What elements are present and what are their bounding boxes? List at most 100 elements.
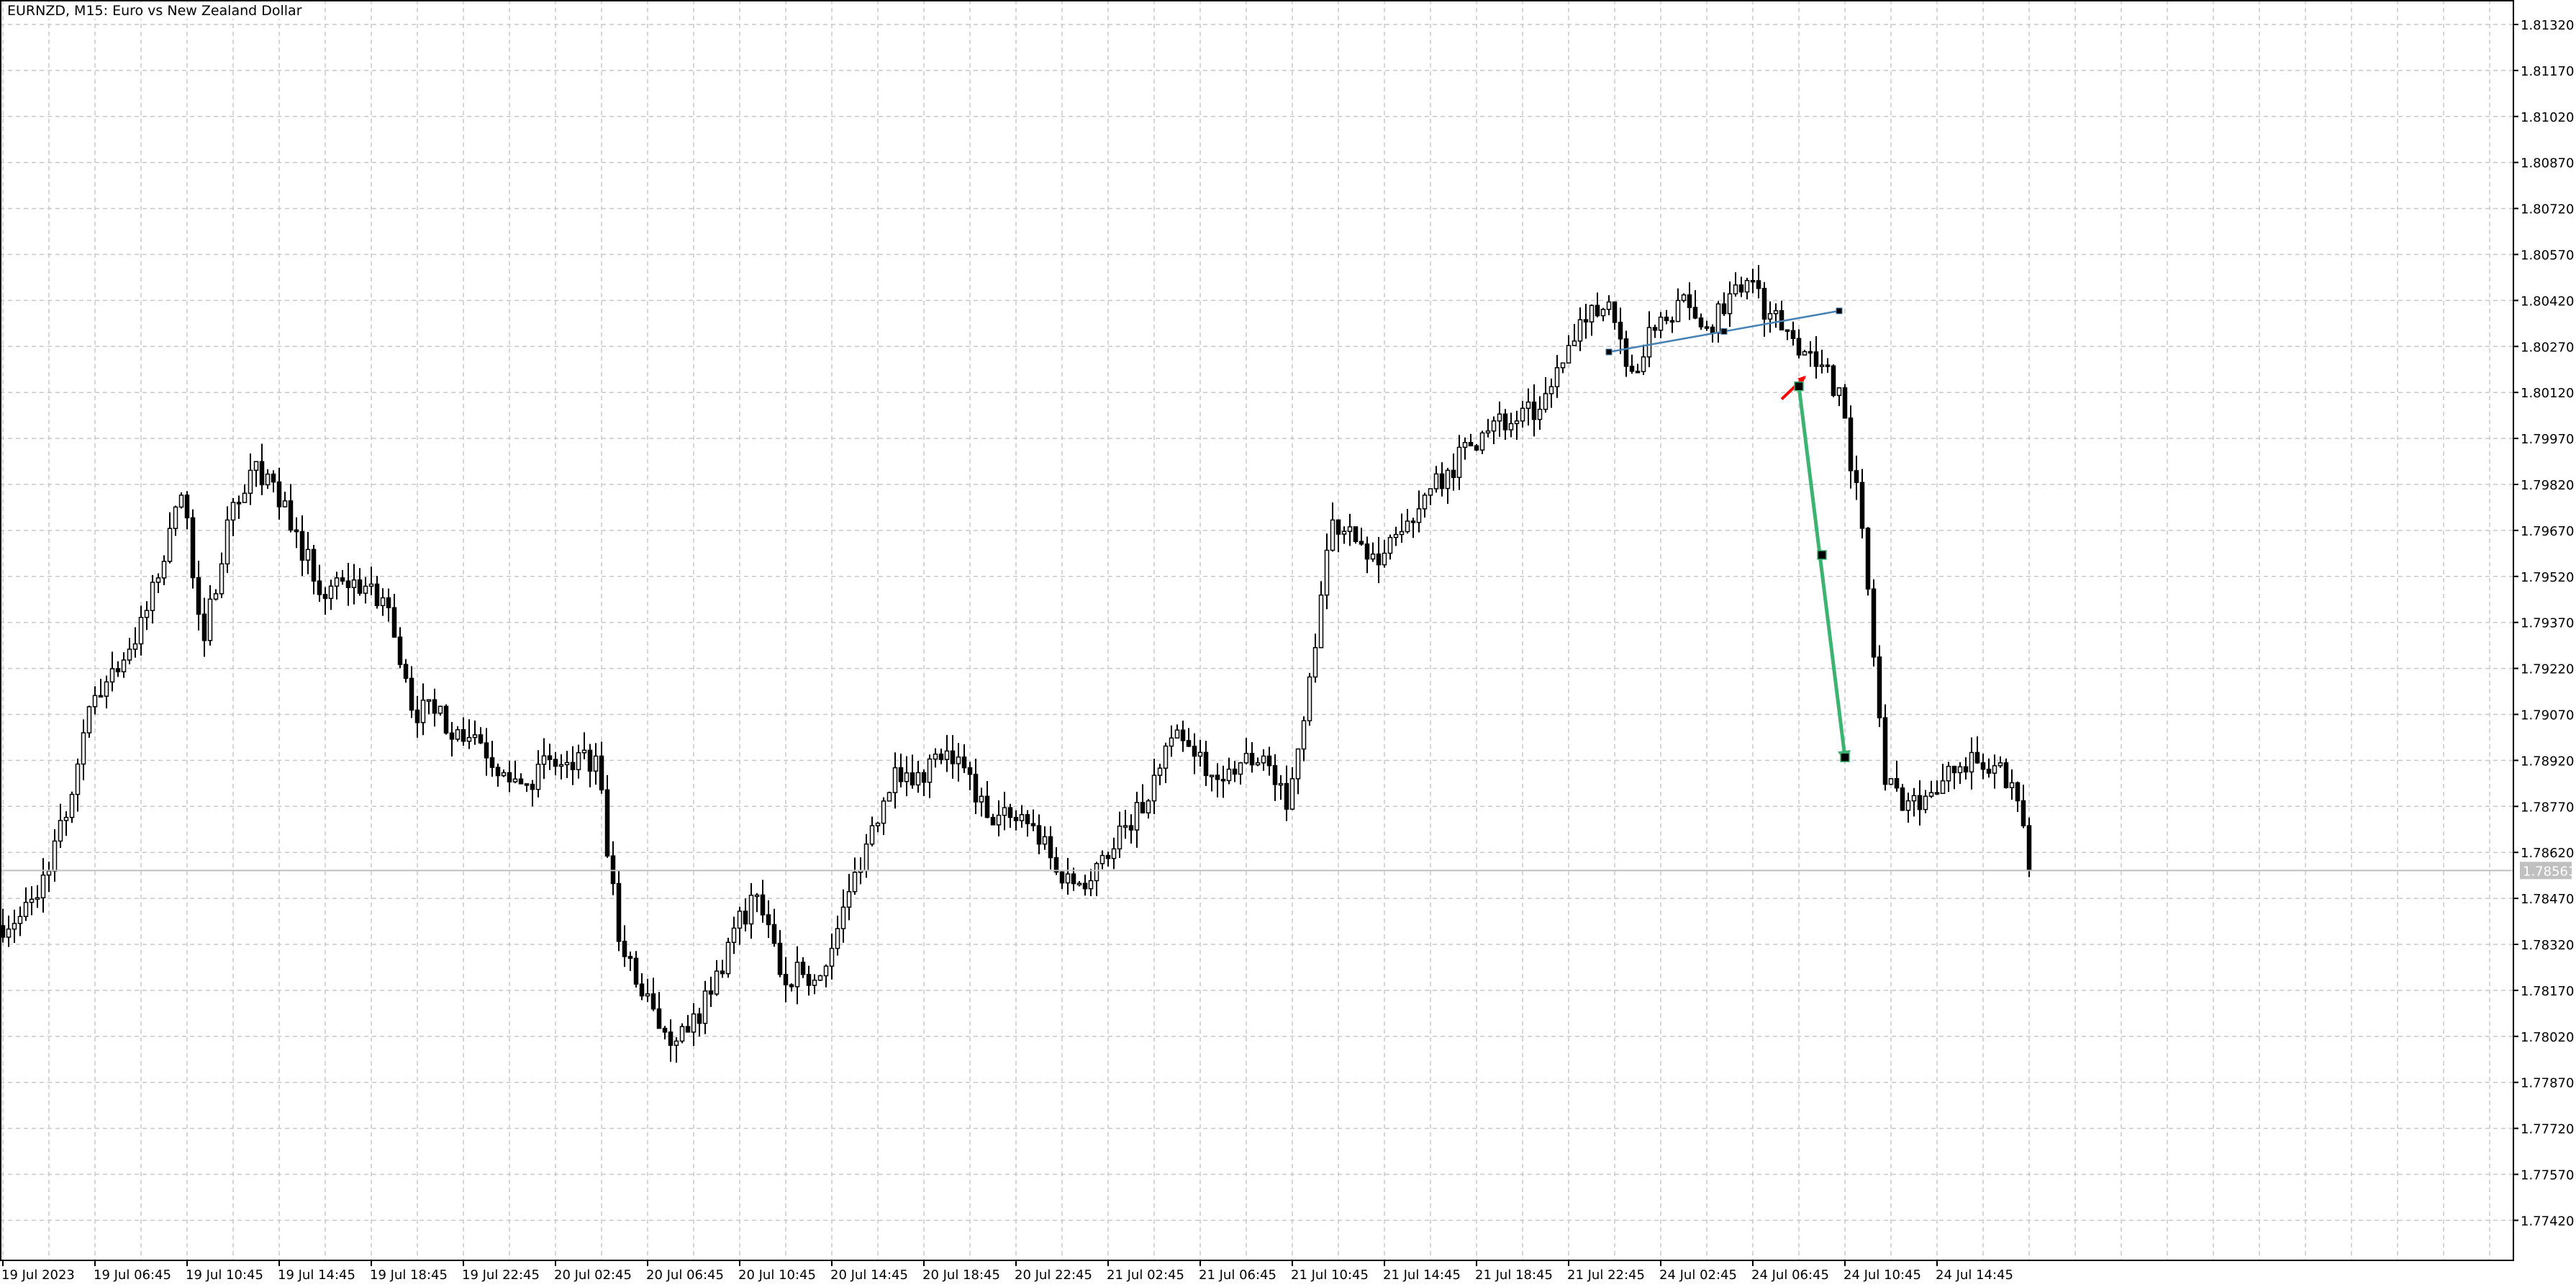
bull-candle xyxy=(645,993,650,997)
bull-candle xyxy=(1422,495,1428,510)
bull-candle xyxy=(915,772,921,786)
bear-candle xyxy=(403,664,409,679)
bear-candle xyxy=(547,755,553,760)
x-tick-label: 24 Jul 06:45 xyxy=(1751,1268,1829,1283)
bear-candle xyxy=(524,783,530,786)
bear-candle xyxy=(650,993,656,1010)
bear-candle xyxy=(1595,304,1600,317)
bull-candle xyxy=(1099,854,1105,864)
bull-candle xyxy=(714,970,720,995)
bull-candle xyxy=(1094,863,1099,882)
bull-candle xyxy=(1157,767,1163,776)
bear-candle xyxy=(1071,873,1076,885)
bear-candle xyxy=(276,481,282,507)
bull-candle xyxy=(576,752,581,770)
bull-candle xyxy=(1923,795,1928,810)
bear-candle xyxy=(391,607,397,638)
bear-candle xyxy=(190,517,196,579)
bull-candle xyxy=(1324,549,1330,596)
bear-candle xyxy=(98,695,104,698)
y-tick-label: 1.80570 xyxy=(2521,248,2574,263)
bear-candle xyxy=(760,894,766,916)
y-tick-label: 1.78770 xyxy=(2521,800,2574,815)
bear-candle xyxy=(518,778,524,785)
price-axis[interactable]: 1.81320 1.81170 1.81020 1.80870 1.80720 1.805… xyxy=(2513,18,2574,1229)
bull-candle xyxy=(817,975,823,981)
bull-candle xyxy=(92,695,98,708)
bear-candle xyxy=(984,795,990,818)
bull-candle xyxy=(1658,316,1664,331)
bear-candle xyxy=(397,636,403,665)
bull-candle xyxy=(1520,407,1525,422)
bull-candle xyxy=(904,772,910,782)
bull-candle xyxy=(86,706,92,733)
bear-candle xyxy=(1439,473,1445,489)
bull-candle xyxy=(1330,519,1335,551)
bear-candle xyxy=(1048,836,1053,859)
bull-candle xyxy=(748,894,754,925)
bull-candle xyxy=(2009,782,2015,788)
bull-candle xyxy=(1514,420,1520,425)
bear-candle xyxy=(1704,326,1710,329)
bull-candle xyxy=(1744,279,1750,293)
bull-candle xyxy=(138,616,144,645)
bull-candle xyxy=(1255,762,1261,766)
bull-candle xyxy=(1123,825,1128,828)
bull-candle xyxy=(1969,751,1974,773)
y-tick-label: 1.80870 xyxy=(2521,156,2574,171)
bull-candle xyxy=(1065,873,1071,884)
bull-candle xyxy=(1888,778,1894,785)
bear-candle xyxy=(973,773,979,803)
drawings[interactable] xyxy=(1605,307,1851,764)
bear-candle xyxy=(1359,541,1364,545)
bear-candle xyxy=(656,1008,662,1029)
bear-candle xyxy=(1203,751,1209,777)
bull-candle xyxy=(535,763,541,790)
bull-candle xyxy=(69,793,75,818)
bull-candle xyxy=(933,753,938,760)
x-tick-label: 21 Jul 22:45 xyxy=(1567,1268,1645,1283)
bull-candle xyxy=(1399,530,1405,536)
bull-candle xyxy=(1278,782,1284,786)
bear-candle xyxy=(1618,322,1623,340)
bear-candle xyxy=(1756,280,1761,289)
bear-candle xyxy=(201,613,207,641)
bull-candle xyxy=(420,699,426,723)
bear-candle xyxy=(495,767,501,777)
bear-candle xyxy=(1808,351,1813,354)
bear-candle xyxy=(1030,823,1036,826)
bear-candle xyxy=(921,772,927,783)
bear-candle xyxy=(1859,482,1865,529)
bear-candle xyxy=(599,755,604,791)
bear-candle xyxy=(1220,779,1226,782)
bull-candle xyxy=(1606,301,1612,310)
bull-candle xyxy=(1733,284,1738,294)
bear-candle xyxy=(1284,782,1289,810)
bull-candle xyxy=(1537,408,1543,420)
bull-candle xyxy=(46,870,52,876)
bear-candle xyxy=(662,1027,668,1033)
bull-candle xyxy=(1577,319,1583,342)
y-tick-label: 1.79970 xyxy=(2521,432,2574,447)
y-tick-label: 1.78620 xyxy=(2521,846,2574,861)
bull-candle xyxy=(1641,356,1646,372)
bear-candle xyxy=(1186,740,1192,747)
bear-candle xyxy=(616,882,622,942)
bull-candle xyxy=(881,800,886,824)
bull-candle xyxy=(466,736,472,742)
y-tick-label: 1.79670 xyxy=(2521,524,2574,539)
bear-candle xyxy=(961,756,967,769)
bear-candle xyxy=(484,742,489,759)
y-tick-label: 1.77420 xyxy=(2521,1214,2574,1229)
bear-candle xyxy=(622,940,627,957)
bear-candle xyxy=(610,855,616,885)
bull-candle xyxy=(132,643,138,650)
y-tick-label: 1.78170 xyxy=(2521,984,2574,999)
bear-candle xyxy=(627,956,633,959)
bear-candle xyxy=(449,732,455,740)
bull-candle xyxy=(1992,765,1997,774)
bull-candle xyxy=(1554,367,1560,387)
time-axis[interactable]: 19 Jul 2023 19 Jul 06:45 19 Jul 10:45 19 Ju… xyxy=(1,1260,2013,1283)
bear-candle xyxy=(789,984,794,988)
